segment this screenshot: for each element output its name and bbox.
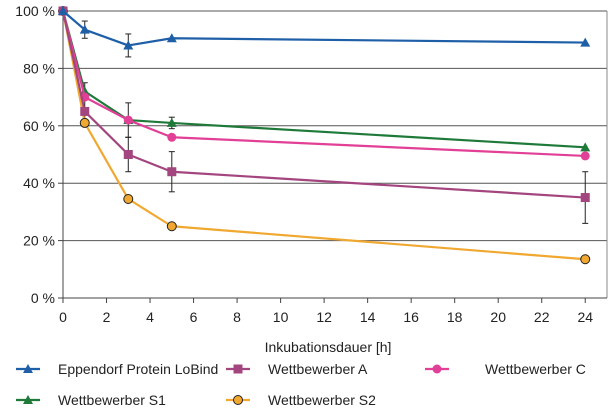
x-tick-label: 12 (316, 309, 332, 325)
data-point (166, 221, 177, 232)
x-tick-label: 10 (273, 309, 289, 325)
data-point (166, 117, 177, 127)
series-wettbewerber-c (58, 6, 590, 161)
series-line (61, 10, 586, 158)
x-tick-label: 22 (534, 309, 550, 325)
tick-labels: 0 %20 %40 %60 %80 %100 %0 2 4 6 8 10 12 14 16 18 2… (15, 3, 593, 325)
legend-item-wettbewerber-s2: Wettbewerber S2 (226, 392, 376, 408)
legend-item-eppendorf-protein-lobind: Eppendorf Protein LoBind (16, 361, 218, 377)
data-point (123, 193, 134, 204)
data-point (123, 150, 133, 159)
data-point (79, 86, 90, 96)
x-tick-label: 0 (59, 309, 67, 325)
legend-label: Eppendorf Protein LoBind (58, 361, 218, 377)
axes (58, 10, 608, 303)
legend-marker (432, 364, 442, 374)
legend-item-wettbewerber-s1: Wettbewerber S1 (16, 392, 166, 408)
legend: Eppendorf Protein LoBind Wettbewerber A We… (16, 361, 586, 408)
series-wettbewerber-a (58, 6, 590, 203)
legend-label: Wettbewerber S1 (58, 392, 166, 408)
legend-item-wettbewerber-a: Wettbewerber A (226, 361, 368, 377)
data-point (123, 40, 134, 50)
series-line (62, 10, 586, 47)
legend-label: Wettbewerber C (485, 361, 586, 377)
data-point (580, 151, 590, 161)
data-point (580, 193, 590, 203)
data-point (167, 132, 177, 142)
series-wettbewerber-s1 (58, 6, 591, 152)
series-eppendorf-protein-lobind (58, 6, 591, 50)
y-tick-label: 100 % (15, 3, 55, 19)
x-tick-label: 24 (577, 309, 593, 325)
data-point (80, 106, 90, 116)
x-axis-label: Inkubationsdauer [h] (265, 339, 392, 355)
y-tick-label: 60 % (23, 118, 55, 134)
x-tick-label: 2 (103, 309, 111, 325)
series-line (61, 10, 586, 149)
legend-label: Wettbewerber S2 (268, 392, 376, 408)
series-layer (58, 6, 591, 265)
x-tick-label: 4 (146, 309, 154, 325)
y-tick-label: 20 % (23, 233, 55, 249)
series-wettbewerber-s2 (58, 6, 591, 265)
data-point (79, 117, 90, 128)
x-tick-label: 6 (190, 309, 198, 325)
y-tick-label: 40 % (23, 175, 55, 191)
data-point (580, 37, 591, 47)
x-tick-label: 14 (360, 309, 376, 325)
y-tick-label: 80 % (23, 60, 55, 76)
legend-marker (23, 364, 33, 373)
legend-item-wettbewerber-c: Wettbewerber C (425, 361, 586, 377)
legend-marker (23, 395, 33, 404)
x-tick-label: 18 (447, 309, 463, 325)
legend-marker (233, 364, 243, 374)
x-tick-label: 20 (490, 309, 506, 325)
x-tick-label: 8 (233, 309, 241, 325)
data-point (79, 24, 90, 34)
data-point (580, 254, 591, 265)
series-line (61, 10, 586, 261)
y-tick-label: 0 % (31, 290, 55, 306)
legend-label: Wettbewerber A (268, 361, 368, 377)
legend-marker (233, 395, 243, 405)
data-point (58, 6, 68, 15)
x-tick-label: 16 (403, 309, 419, 325)
data-point (166, 33, 177, 43)
data-point (167, 167, 177, 177)
data-point (580, 142, 591, 152)
data-point (123, 115, 133, 125)
